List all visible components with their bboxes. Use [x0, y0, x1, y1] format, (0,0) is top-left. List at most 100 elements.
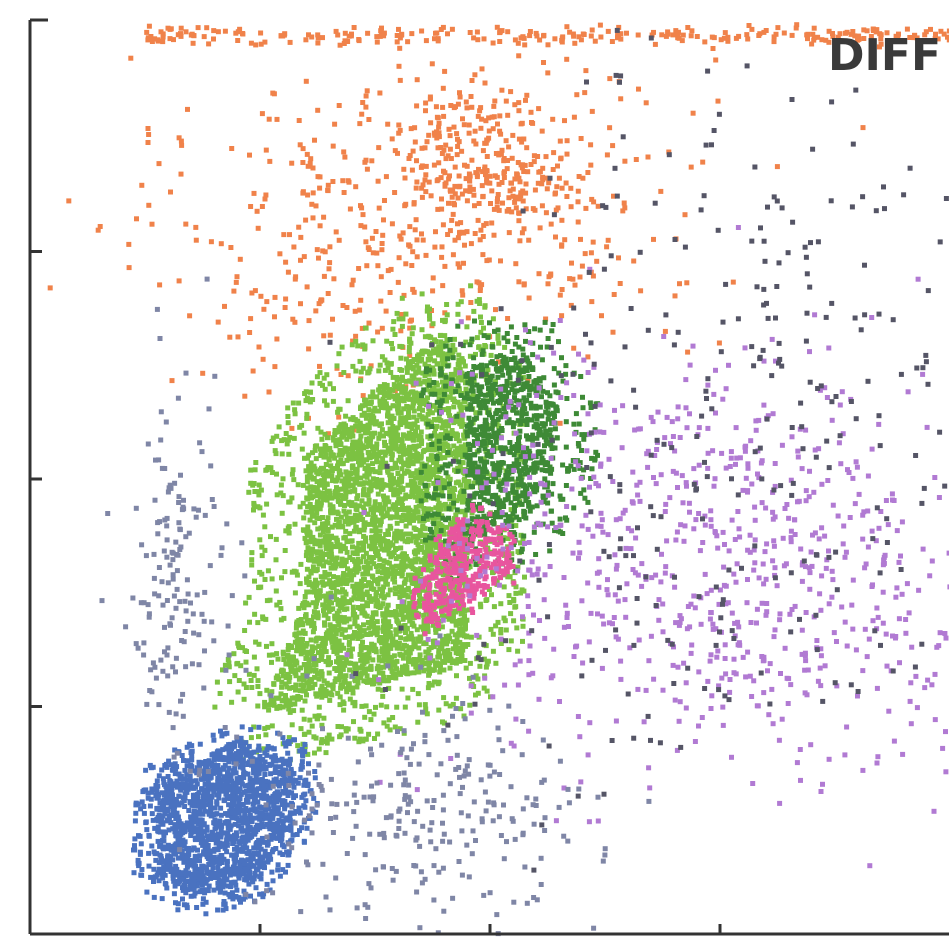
data-point [328, 541, 334, 547]
data-point [330, 398, 336, 404]
data-point [379, 241, 385, 246]
data-point [385, 539, 391, 544]
data-point [446, 176, 452, 182]
data-point [421, 596, 427, 602]
data-point [280, 476, 286, 482]
data-point [516, 136, 522, 142]
data-point [463, 665, 469, 671]
data-point [382, 198, 387, 203]
data-point [291, 668, 297, 674]
data-point [321, 475, 327, 481]
data-point [377, 556, 383, 562]
data-point [167, 36, 173, 42]
data-point [435, 654, 441, 660]
data-point [362, 343, 368, 349]
data-point [400, 374, 405, 380]
data-point [483, 598, 489, 603]
data-point [396, 620, 401, 626]
data-point [372, 736, 377, 741]
data-point [433, 505, 439, 511]
data-point [345, 483, 351, 489]
data-point [438, 145, 444, 150]
data-point [429, 366, 435, 372]
data-point [462, 162, 467, 168]
data-point [291, 244, 297, 250]
data-point [809, 41, 815, 47]
data-point [313, 604, 319, 609]
data-point [301, 515, 307, 521]
data-point [425, 418, 431, 424]
data-point [304, 532, 310, 538]
data-point [380, 513, 386, 519]
data-point [366, 595, 372, 600]
data-point [911, 35, 917, 41]
data-point [281, 657, 287, 662]
data-point [406, 435, 412, 441]
data-point [361, 547, 366, 553]
data-point [262, 726, 268, 732]
data-point [446, 126, 452, 132]
data-point [274, 492, 280, 498]
data-point [352, 308, 358, 314]
data-point [311, 463, 317, 469]
data-point [402, 623, 408, 628]
data-point [409, 331, 415, 337]
data-point [396, 645, 402, 651]
data-point [578, 136, 584, 141]
data-point [314, 247, 320, 253]
data-point [359, 111, 365, 117]
data-point [431, 130, 437, 136]
data-point [337, 665, 343, 671]
data-point [468, 283, 474, 289]
data-point [354, 676, 360, 682]
data-point [555, 205, 561, 211]
data-point [319, 673, 325, 679]
data-point [519, 120, 525, 126]
data-point [396, 448, 402, 454]
data-point [383, 460, 389, 466]
data-point [578, 236, 583, 242]
data-point [300, 160, 306, 165]
data-point [443, 613, 449, 619]
data-point [393, 631, 399, 637]
data-point [359, 403, 365, 409]
data-point [342, 627, 348, 633]
data-point [496, 484, 502, 490]
data-point [455, 221, 460, 227]
data-point [497, 128, 503, 134]
data-point [456, 452, 462, 458]
data-point [323, 525, 328, 531]
data-point [453, 512, 459, 518]
data-point [287, 674, 293, 680]
data-point [459, 148, 465, 154]
data-point [336, 406, 342, 412]
data-point [326, 670, 332, 676]
data-point [283, 661, 289, 667]
data-point [222, 28, 228, 34]
data-point [208, 239, 214, 245]
data-point [363, 397, 369, 403]
data-point [337, 42, 343, 48]
data-point [473, 141, 479, 147]
data-point [408, 600, 414, 606]
data-point [725, 38, 731, 44]
data-point [428, 562, 434, 568]
data-point [407, 444, 412, 450]
data-point [450, 211, 456, 217]
data-point [415, 719, 421, 725]
data-point [262, 39, 268, 45]
data-point [440, 344, 446, 350]
data-point [435, 496, 441, 502]
data-point [359, 412, 365, 418]
data-point [453, 419, 459, 424]
data-point [430, 638, 436, 644]
data-point [395, 410, 401, 416]
data-point [402, 495, 408, 501]
data-point [401, 446, 406, 452]
data-point [283, 431, 289, 436]
data-point [670, 32, 676, 38]
data-point [482, 463, 487, 469]
data-point [394, 33, 400, 38]
data-point [376, 657, 382, 663]
data-point [372, 578, 377, 584]
